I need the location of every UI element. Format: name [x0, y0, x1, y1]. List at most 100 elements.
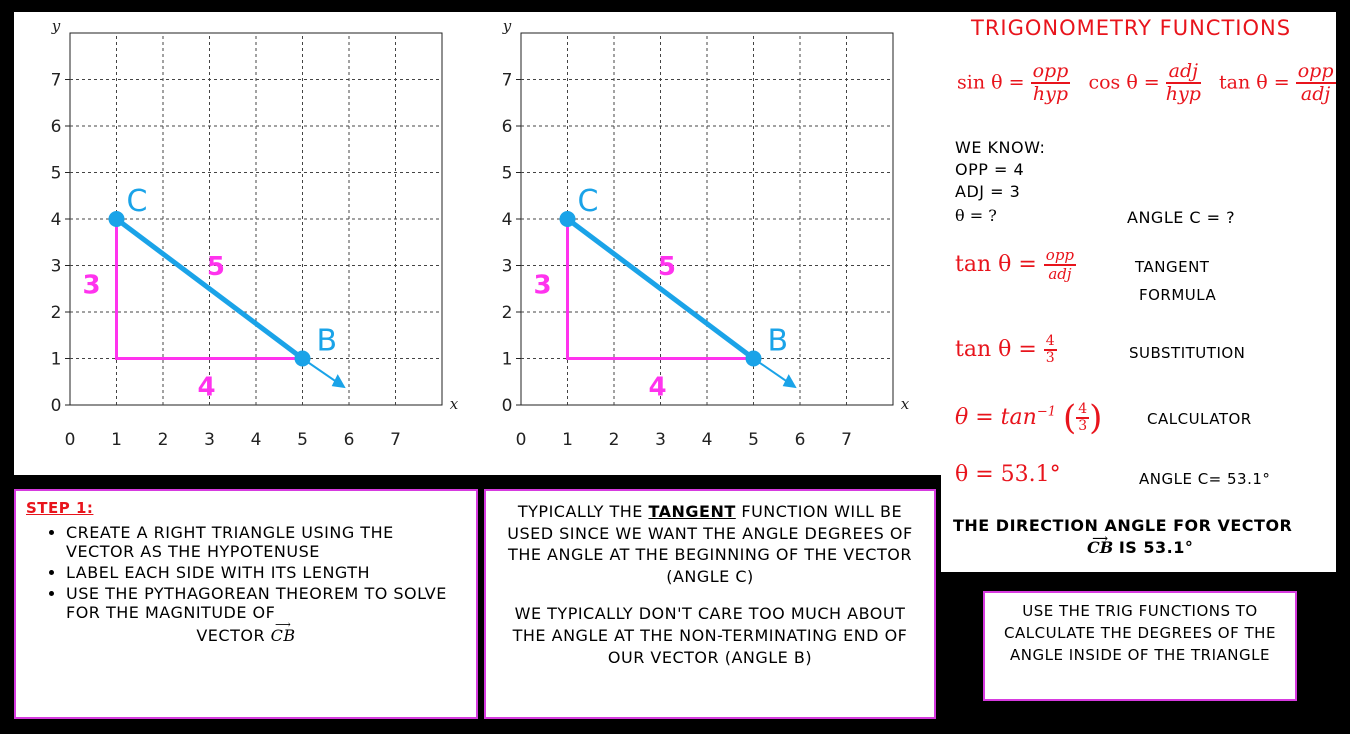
y-tick-label: 5 [502, 164, 513, 184]
y-tick-label: 5 [51, 164, 62, 184]
point-b-label: B [768, 324, 789, 359]
vector-cb [566, 217, 755, 361]
vector-cb [115, 217, 304, 361]
trig-functions-panel: TRIGONOMETRY FUNCTIONS sin θ = opp hyp co… [941, 12, 1336, 572]
tan-fraction: opp adj [1295, 60, 1336, 105]
arrowhead [331, 374, 346, 389]
angle-c-result: ANGLE C= 53.1° [1139, 470, 1271, 488]
y-tick-label: 3 [51, 257, 62, 277]
trig-formulas: sin θ = opp hyp cos θ = adj hyp tan θ = op… [957, 60, 1336, 105]
x-tick-label: 5 [748, 430, 759, 450]
side-4-label: 4 [649, 373, 667, 403]
list-item: USE THE PYTHAGOREAN THEOREM TO SOLVE FOR… [66, 584, 466, 622]
opp-value: OPP = 4 [955, 160, 1025, 179]
x-tick-label: 5 [297, 430, 308, 450]
y-tick-label: 6 [502, 117, 513, 137]
x-tick-label: 6 [344, 430, 355, 450]
y-axis-label: y [51, 17, 61, 35]
y-tick-label: 1 [51, 350, 62, 370]
trig-title: TRIGONOMETRY FUNCTIONS [971, 16, 1292, 40]
tan-formula-eq: tan θ = opp adj [955, 246, 1077, 283]
list-item: CREATE A RIGHT TRIANGLE USING THE VECTOR… [66, 523, 466, 561]
theta-inverse-eq: θ = tan−1 (4 3) [955, 398, 1103, 438]
tan-label: tan θ = [1219, 71, 1290, 94]
vector-cb-label: ⟶ CB [270, 618, 296, 645]
y-tick-label: 7 [502, 71, 513, 91]
y-tick-label: 4 [51, 210, 62, 230]
step1-box: STEP 1: CREATE A RIGHT TRIANGLE USING TH… [14, 489, 478, 719]
point-b-dot [294, 350, 311, 367]
point-c-label: C [578, 184, 599, 219]
tangent-explanation-box: TYPICALLY THE TANGENT FUNCTION WILL BE U… [484, 489, 936, 719]
y-tick-label: 7 [51, 71, 62, 91]
tangent-paragraph: TYPICALLY THE TANGENT FUNCTION WILL BE U… [507, 502, 913, 586]
point-c-dot [108, 211, 125, 227]
tangent-formula-label-2: FORMULA [1139, 286, 1217, 304]
step1-list: CREATE A RIGHT TRIANGLE USING THE VECTOR… [26, 523, 466, 622]
x-axis-label: x [450, 395, 459, 413]
y-axis-label: y [502, 17, 512, 35]
tangent-emphasis: TANGENT [648, 502, 736, 521]
we-know-label: WE KNOW: [955, 138, 1046, 157]
x-tick-label: 6 [795, 430, 806, 450]
y-tick-label: 1 [502, 350, 513, 370]
x-tick-label: 3 [204, 430, 215, 450]
theta-result: θ = 53.1° [955, 462, 1061, 487]
sin-label: sin θ = [957, 71, 1025, 94]
list-item: LABEL EACH SIDE WITH ITS LENGTH [66, 563, 466, 582]
x-tick-label: 7 [390, 430, 401, 450]
graphs-canvas: 0 1 2 3 4 5 6 7 0 1 2 3 4 5 6 7 y x C B 3 4 5 0 1 2 3 4 5 6 7 0 1 2 3 4 5 6 7 y… [51, 17, 910, 450]
side-5-label: 5 [207, 252, 225, 282]
y-tick-label: 0 [502, 396, 513, 416]
direction-angle-line-1: THE DIRECTION ANGLE FOR VECTOR [953, 516, 1293, 535]
step1-vector-line: VECTOR ⟶ CB [196, 618, 296, 645]
tangent-formula-label-1: TANGENT [1135, 258, 1210, 276]
side-3-label: 3 [83, 270, 101, 300]
side-4-label: 4 [198, 373, 216, 403]
y-tick-label: 4 [502, 210, 513, 230]
point-b-dot [745, 350, 762, 367]
trig-instructions-box: USE THE TRIG FUNCTIONS TO CALCULATE THE … [983, 591, 1297, 701]
sin-fraction: opp hyp [1030, 60, 1071, 105]
graphs-panel: 0 1 2 3 4 5 6 7 0 1 2 3 4 5 6 7 y x C B 3 4 5 0 1 2 3 4 5 6 7 0 1 2 3 4 5 6 7 y… [14, 12, 964, 475]
angle-b-paragraph: WE TYPICALLY DON'T CARE TOO MUCH ABOUT T… [512, 604, 908, 667]
adj-value: ADJ = 3 [955, 182, 1021, 201]
x-tick-label: 2 [609, 430, 620, 450]
y-tick-label: 6 [51, 117, 62, 137]
x-tick-label: 0 [516, 430, 527, 450]
x-tick-label: 2 [158, 430, 169, 450]
x-tick-label: 0 [65, 430, 76, 450]
y-tick-label: 0 [51, 396, 62, 416]
cos-fraction: adj hyp [1165, 60, 1201, 105]
calculator-label: CALCULATOR [1147, 410, 1252, 428]
x-tick-label: 1 [111, 430, 122, 450]
triangle-legs [566, 219, 754, 360]
step1-heading: STEP 1: [26, 499, 94, 517]
substitution-label: SUBSTITUTION [1129, 344, 1246, 362]
cos-label: cos θ = [1088, 71, 1160, 94]
vector-cb-label: ⟶ CB [1087, 532, 1114, 557]
direction-angle-line-2: ⟶ CB IS 53.1° [1087, 532, 1194, 557]
y-tick-label: 3 [502, 257, 513, 277]
side-3-label: 3 [534, 270, 552, 300]
point-c-label: C [127, 184, 148, 219]
tan-formula-fraction: opp adj [1043, 246, 1077, 283]
angle-c-unknown: ANGLE C = ? [1127, 208, 1236, 227]
y-tick-label: 2 [51, 303, 62, 323]
y-tick-label: 2 [502, 303, 513, 323]
x-tick-label: 7 [841, 430, 852, 450]
x-tick-label: 4 [251, 430, 262, 450]
point-c-dot [559, 211, 576, 227]
x-tick-label: 4 [702, 430, 713, 450]
side-5-label: 5 [658, 252, 676, 282]
arrowhead [782, 374, 797, 389]
x-tick-label: 1 [562, 430, 573, 450]
point-b-label: B [317, 324, 338, 359]
theta-unknown: θ = ? [955, 206, 997, 225]
x-axis-label: x [901, 395, 910, 413]
x-tick-label: 3 [655, 430, 666, 450]
triangle-legs [115, 219, 303, 360]
